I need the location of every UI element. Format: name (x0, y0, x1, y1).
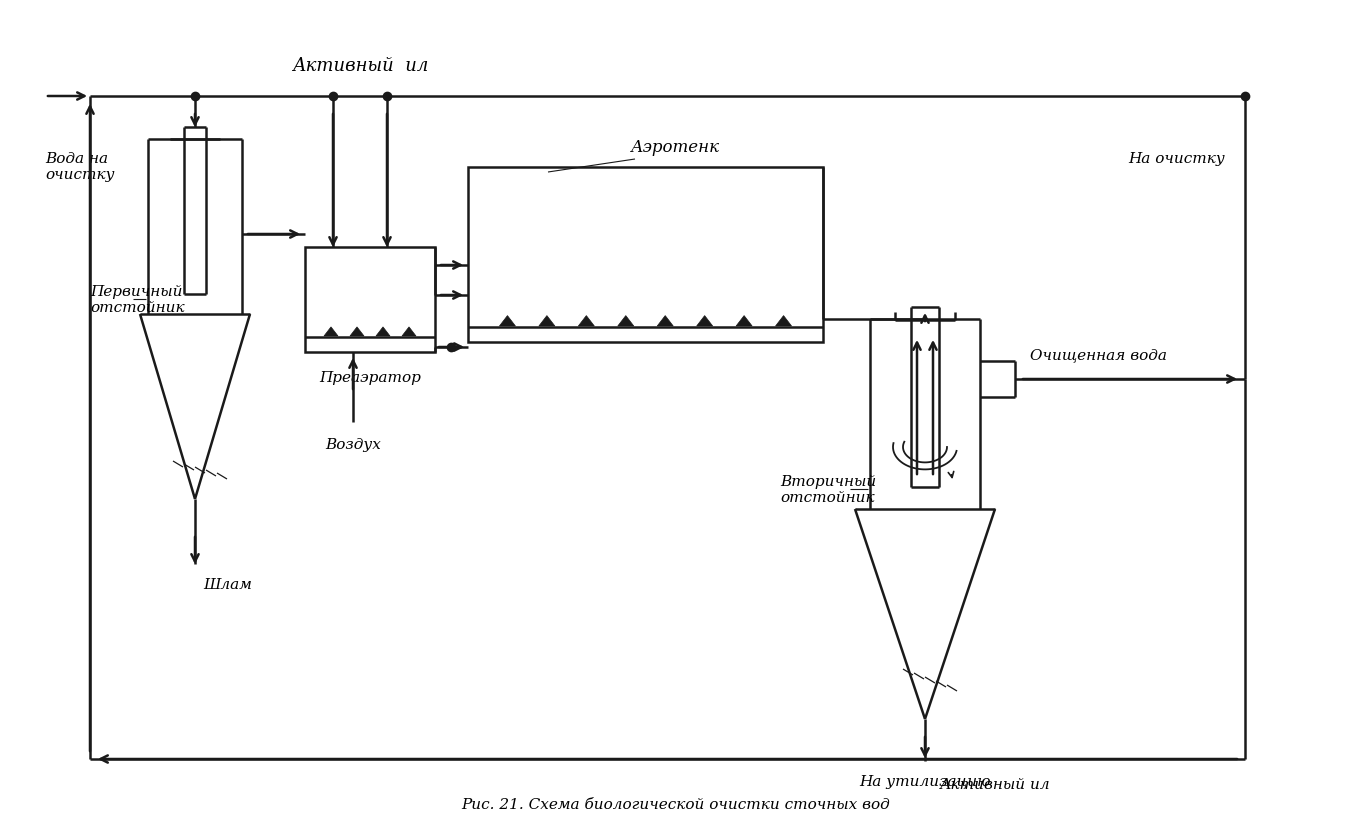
Text: Шлам: Шлам (203, 578, 252, 591)
Bar (304, 247, 436, 353)
Polygon shape (323, 328, 338, 337)
Polygon shape (350, 328, 364, 337)
Text: Активный  ил: Активный ил (292, 57, 428, 75)
Text: Аэротенк: Аэротенк (630, 139, 720, 155)
Polygon shape (736, 316, 752, 327)
Bar (468, 168, 823, 343)
Polygon shape (538, 316, 555, 327)
Polygon shape (775, 316, 792, 327)
Polygon shape (376, 328, 390, 337)
Text: Вторичный
отстойник: Вторичный отстойник (779, 474, 877, 504)
Text: Воздух: Воздух (325, 437, 382, 451)
Polygon shape (578, 316, 594, 327)
Text: Очищенная вода: Очищенная вода (1030, 348, 1168, 361)
Polygon shape (697, 316, 713, 327)
Text: Активный ил: Активный ил (940, 777, 1051, 791)
Text: Вода на
очистку: Вода на очистку (45, 152, 115, 182)
Polygon shape (658, 316, 674, 327)
Text: Преаэратор: Преаэратор (319, 370, 421, 385)
Polygon shape (499, 316, 515, 327)
Text: Рис. 21. Схема биологической очистки сточных вод: Рис. 21. Схема биологической очистки сто… (461, 797, 890, 811)
Text: На утилизацию: На утилизацию (859, 774, 990, 788)
Text: На очистку: На очистку (1128, 152, 1224, 166)
Text: Первичный
отстойник: Первичный отстойник (91, 284, 184, 314)
Polygon shape (402, 328, 415, 337)
Polygon shape (618, 316, 633, 327)
